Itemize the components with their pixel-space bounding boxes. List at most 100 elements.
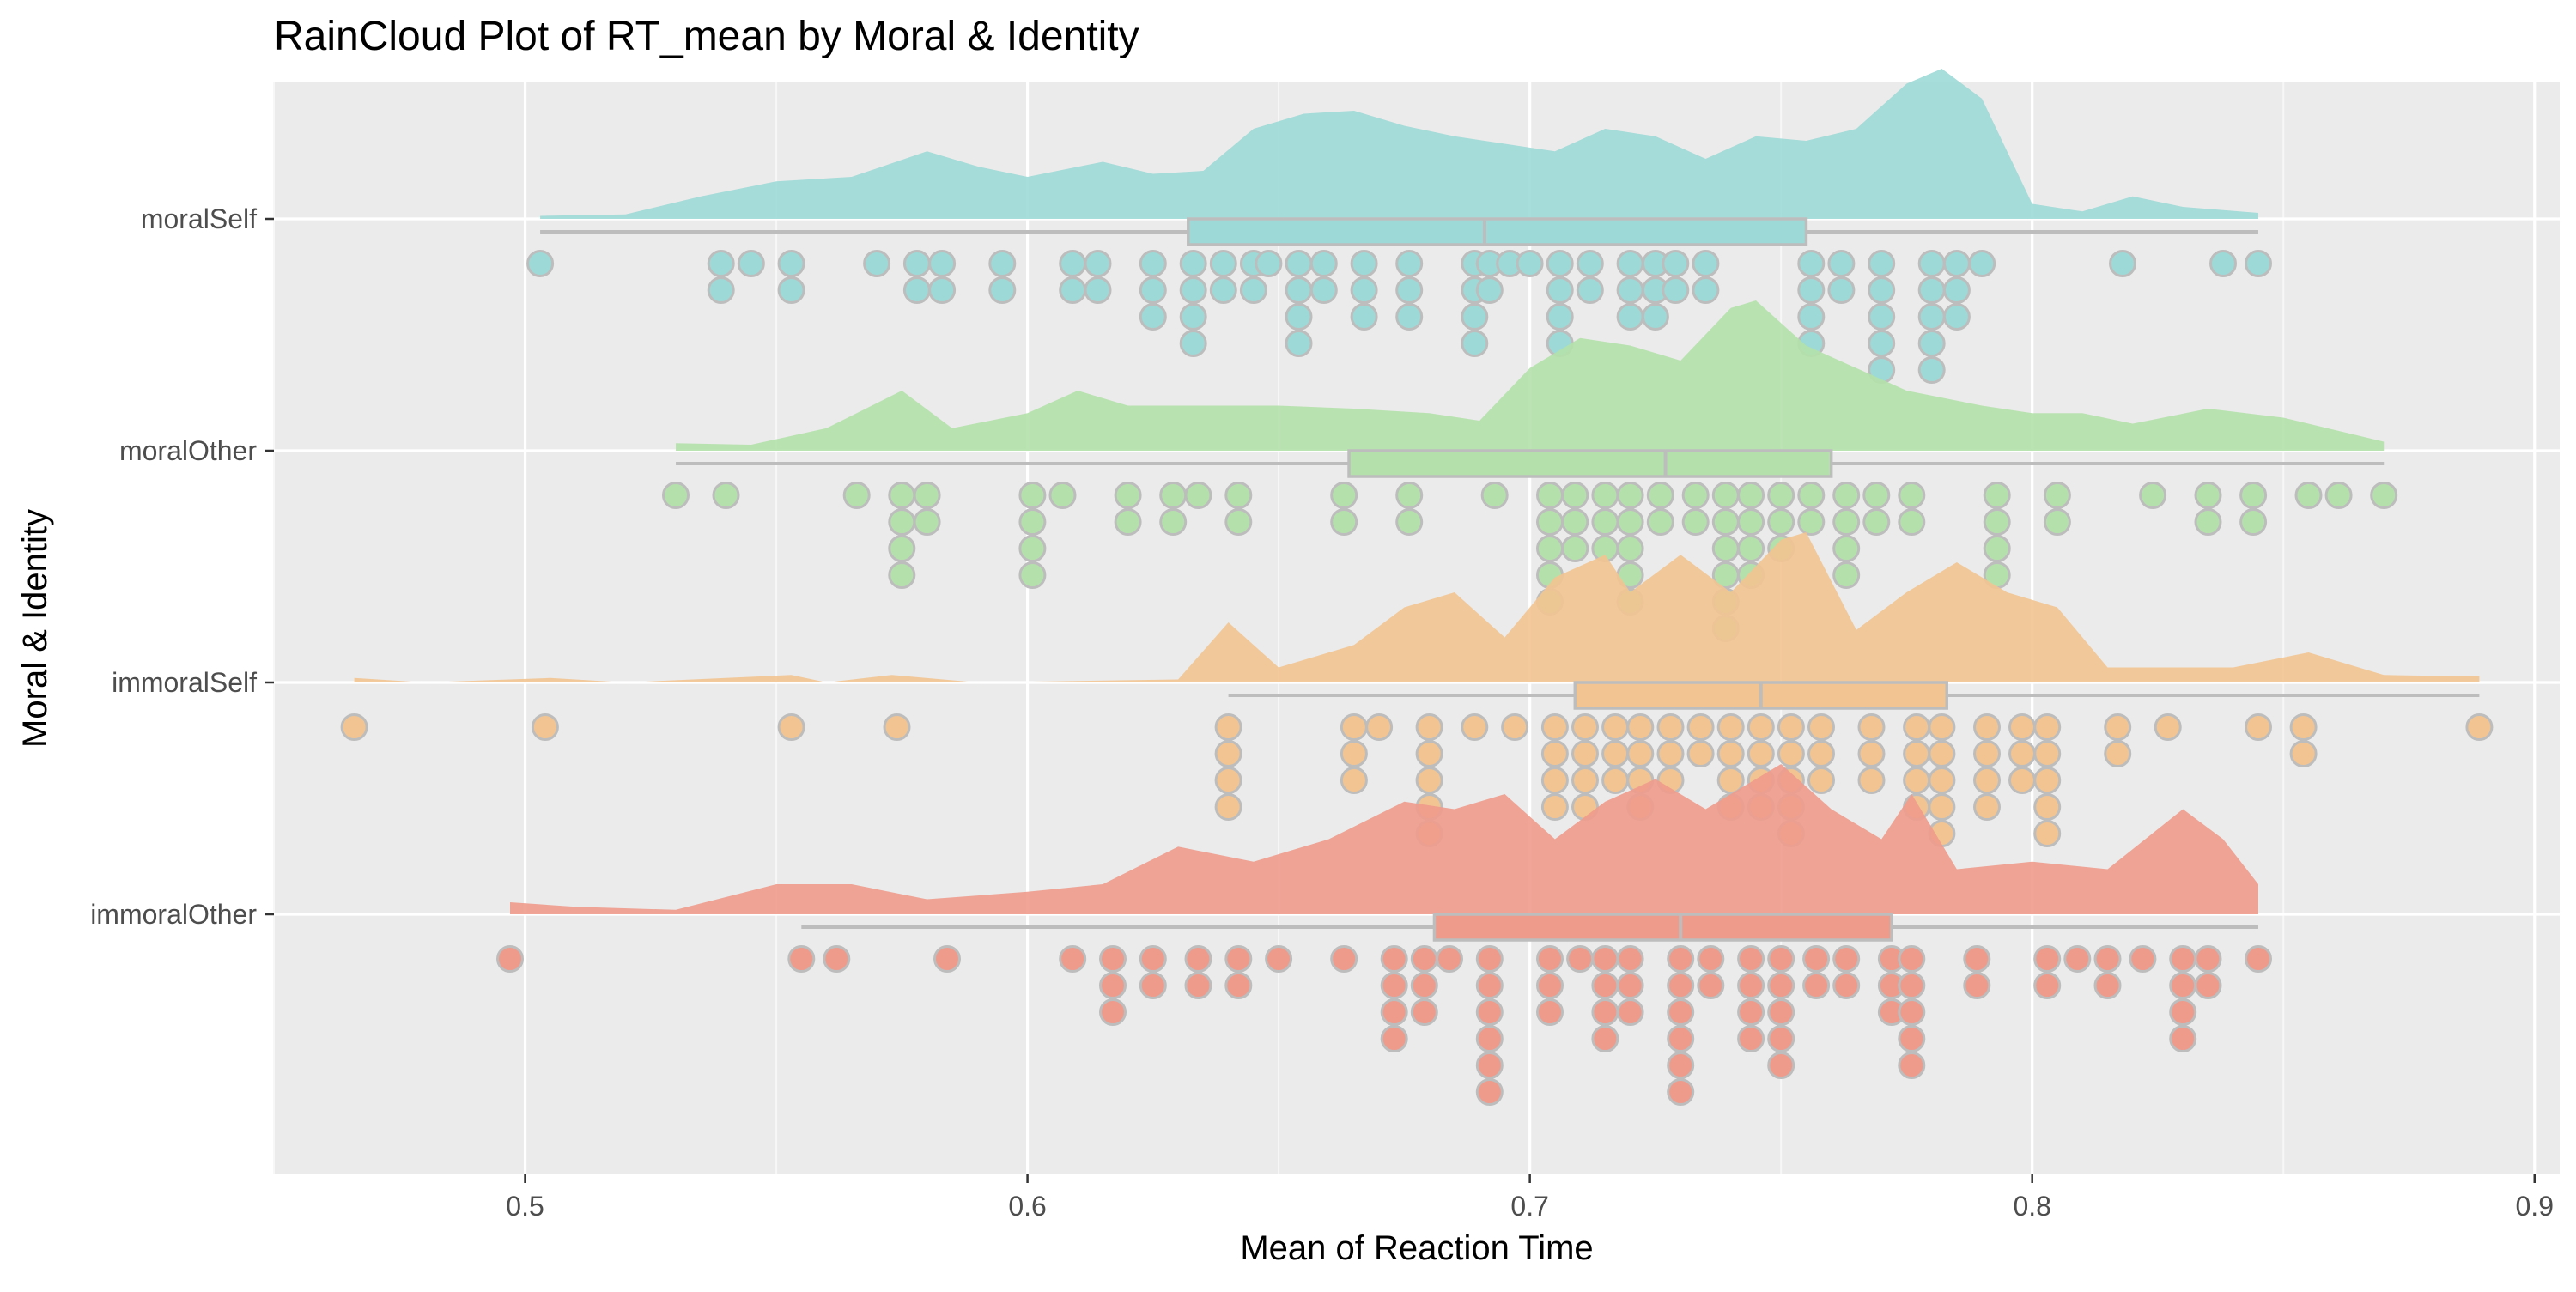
data-point: [2139, 482, 2167, 509]
data-point: [1214, 793, 1242, 821]
data-point: [1214, 740, 1242, 767]
data-point: [1591, 945, 1619, 973]
data-point: [1059, 276, 1087, 304]
data-point: [1983, 482, 2011, 509]
data-point: [1898, 1025, 1926, 1052]
data-point: [842, 482, 871, 509]
data-point: [1737, 972, 1765, 999]
data-point: [2169, 972, 2197, 999]
data-point: [1807, 740, 1835, 767]
data-point: [1309, 250, 1338, 277]
data-point: [1692, 250, 1720, 277]
data-point: [1928, 713, 1956, 741]
data-point: [1436, 945, 1463, 973]
data-point: [1802, 945, 1831, 973]
data-point: [1973, 713, 2001, 741]
data-point: [1942, 276, 1971, 304]
data-point: [1601, 767, 1630, 794]
series-layer: [340, 69, 2494, 1106]
data-point: [1626, 740, 1655, 767]
data-point: [1018, 561, 1047, 589]
data-point: [1209, 250, 1237, 277]
data-point: [1747, 713, 1775, 741]
data-point: [1827, 276, 1856, 304]
data-point: [1832, 508, 1861, 536]
data-point: [2154, 713, 2182, 741]
data-point: [2033, 945, 2062, 973]
data-point: [1917, 330, 1946, 357]
data-point: [2194, 945, 2222, 973]
data-point: [1747, 740, 1775, 767]
data-point: [1616, 482, 1644, 509]
data-point: [2245, 713, 2272, 741]
data-point: [1662, 276, 1690, 304]
data-point: [1540, 793, 1569, 821]
data-point: [1681, 482, 1710, 509]
data-point: [863, 250, 891, 277]
data-point: [1395, 276, 1424, 304]
data-point: [1802, 972, 1831, 999]
data-point: [1963, 972, 1991, 999]
data-point: [1214, 767, 1242, 794]
data-point: [1285, 303, 1313, 331]
data-point: [2033, 767, 2062, 794]
data-point: [496, 945, 524, 973]
data-point: [888, 482, 916, 509]
data-point: [1737, 535, 1765, 562]
data-point: [1184, 972, 1212, 999]
x-tick-label: 0.6: [1008, 1191, 1046, 1222]
x-tick-label: 0.5: [506, 1191, 544, 1222]
data-point: [1139, 972, 1167, 999]
data-point: [1797, 250, 1826, 277]
data-point: [737, 250, 765, 277]
data-point: [1862, 508, 1891, 536]
data-point: [2008, 713, 2036, 741]
data-point: [2289, 740, 2318, 767]
data-point: [1898, 945, 1926, 973]
data-point: [1475, 998, 1504, 1026]
data-point: [1561, 482, 1589, 509]
data-point: [1646, 482, 1674, 509]
data-point: [1898, 1052, 1926, 1079]
data-point: [1309, 276, 1338, 304]
data-point: [1546, 250, 1574, 277]
data-point: [662, 482, 690, 509]
data-point: [1516, 250, 1544, 277]
data-point: [2370, 482, 2398, 509]
data-point: [1591, 972, 1619, 999]
data-point: [1797, 508, 1826, 536]
data-point: [1285, 276, 1313, 304]
x-axis-label: Mean of Reaction Time: [1240, 1229, 1593, 1267]
data-point: [1868, 330, 1896, 357]
data-point: [1330, 482, 1358, 509]
data-point: [1566, 945, 1595, 973]
data-point: [1380, 998, 1408, 1026]
data-point: [1475, 972, 1504, 999]
data-point: [1616, 250, 1644, 277]
data-point: [1415, 767, 1443, 794]
data-point: [1616, 535, 1644, 562]
data-point: [1716, 767, 1745, 794]
data-point: [2043, 508, 2071, 536]
data-point: [777, 713, 805, 741]
data-point: [2294, 482, 2323, 509]
data-point: [1692, 276, 1720, 304]
data-point: [1767, 1025, 1795, 1052]
data-point: [1571, 767, 1599, 794]
data-point: [712, 482, 740, 509]
data-point: [1159, 482, 1188, 509]
data-point: [1380, 972, 1408, 999]
data-point: [1797, 303, 1826, 331]
data-point: [1616, 276, 1644, 304]
data-point: [2033, 713, 2062, 741]
data-point: [2033, 820, 2062, 847]
data-point: [1767, 998, 1795, 1026]
data-point: [1737, 482, 1765, 509]
data-point: [1410, 998, 1438, 1026]
data-point: [2033, 972, 2062, 999]
data-point: [1475, 945, 1504, 973]
data-point: [2104, 713, 2132, 741]
data-point: [1239, 276, 1267, 304]
data-point: [1686, 740, 1715, 767]
